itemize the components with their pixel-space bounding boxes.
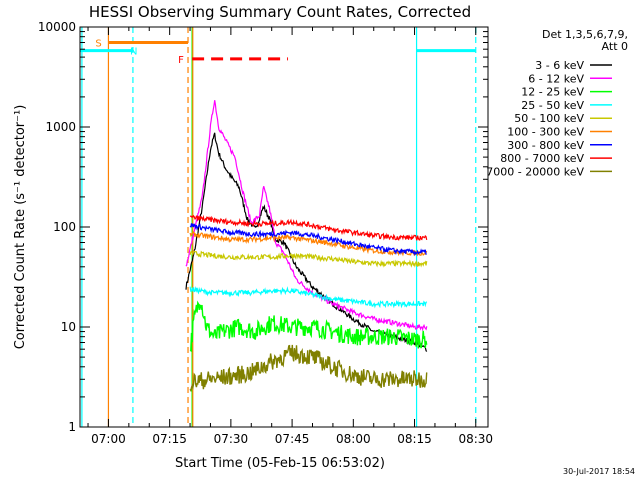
y-axis-label: Corrected Count Rate (s⁻¹ detector⁻¹) (13, 105, 28, 350)
state-bars: S N F (80, 38, 476, 66)
legend-label: 7000 - 20000 keV (486, 165, 584, 178)
x-tick-label: 08:30 (458, 432, 493, 446)
state-bar-label: F (178, 55, 184, 66)
y-tick-label: 10000 (38, 20, 76, 34)
legend-label: 800 - 7000 keV (500, 152, 584, 165)
y-axis: 1 10 100 1000 10000 (38, 20, 488, 434)
legend-label: 6 - 12 keV (528, 72, 584, 85)
x-tick-label: 07:45 (275, 432, 310, 446)
state-bar-label: S (95, 38, 101, 49)
x-tick-label: 08:15 (397, 432, 432, 446)
series-line (185, 100, 428, 332)
x-tick-label: 07:15 (152, 432, 187, 446)
series-line (189, 344, 428, 393)
x-tick-label: 08:00 (336, 432, 371, 446)
chart-title: HESSI Observing Summary Count Rates, Cor… (89, 3, 471, 21)
legend-title-line-2: Att 0 (602, 40, 628, 53)
vertical-markers (81, 27, 477, 427)
legend-label: 100 - 300 keV (507, 126, 584, 139)
timestamp: 30-Jul-2017 18:54 (563, 467, 635, 476)
series-line (189, 223, 427, 257)
x-axis-label: Start Time (05-Feb-15 06:53:02) (175, 456, 385, 471)
y-tick-label: 100 (53, 220, 76, 234)
x-tick-label: 07:30 (214, 432, 249, 446)
y-tick-label: 1 (68, 420, 76, 434)
series-line (189, 300, 428, 352)
series-lines (185, 100, 428, 393)
legend-label: 3 - 6 keV (535, 59, 584, 72)
x-tick-label: 07:00 (91, 432, 126, 446)
legend-title-line-1: Det 1,3,5,6,7,9, (542, 28, 628, 41)
x-axis: 07:00 07:15 07:30 07:45 08:00 08:15 08:30 (87, 27, 493, 446)
state-bar-label: N (130, 47, 137, 58)
legend-label: 12 - 25 keV (521, 86, 584, 99)
series-line (189, 250, 428, 268)
legend-label: 300 - 800 keV (507, 139, 584, 152)
y-tick-label: 10 (61, 320, 76, 334)
legend-label: 25 - 50 keV (521, 99, 584, 112)
legend-label: 50 - 100 keV (514, 112, 584, 125)
y-tick-label: 1000 (45, 120, 76, 134)
series-line (189, 214, 428, 241)
series-line (189, 286, 428, 309)
